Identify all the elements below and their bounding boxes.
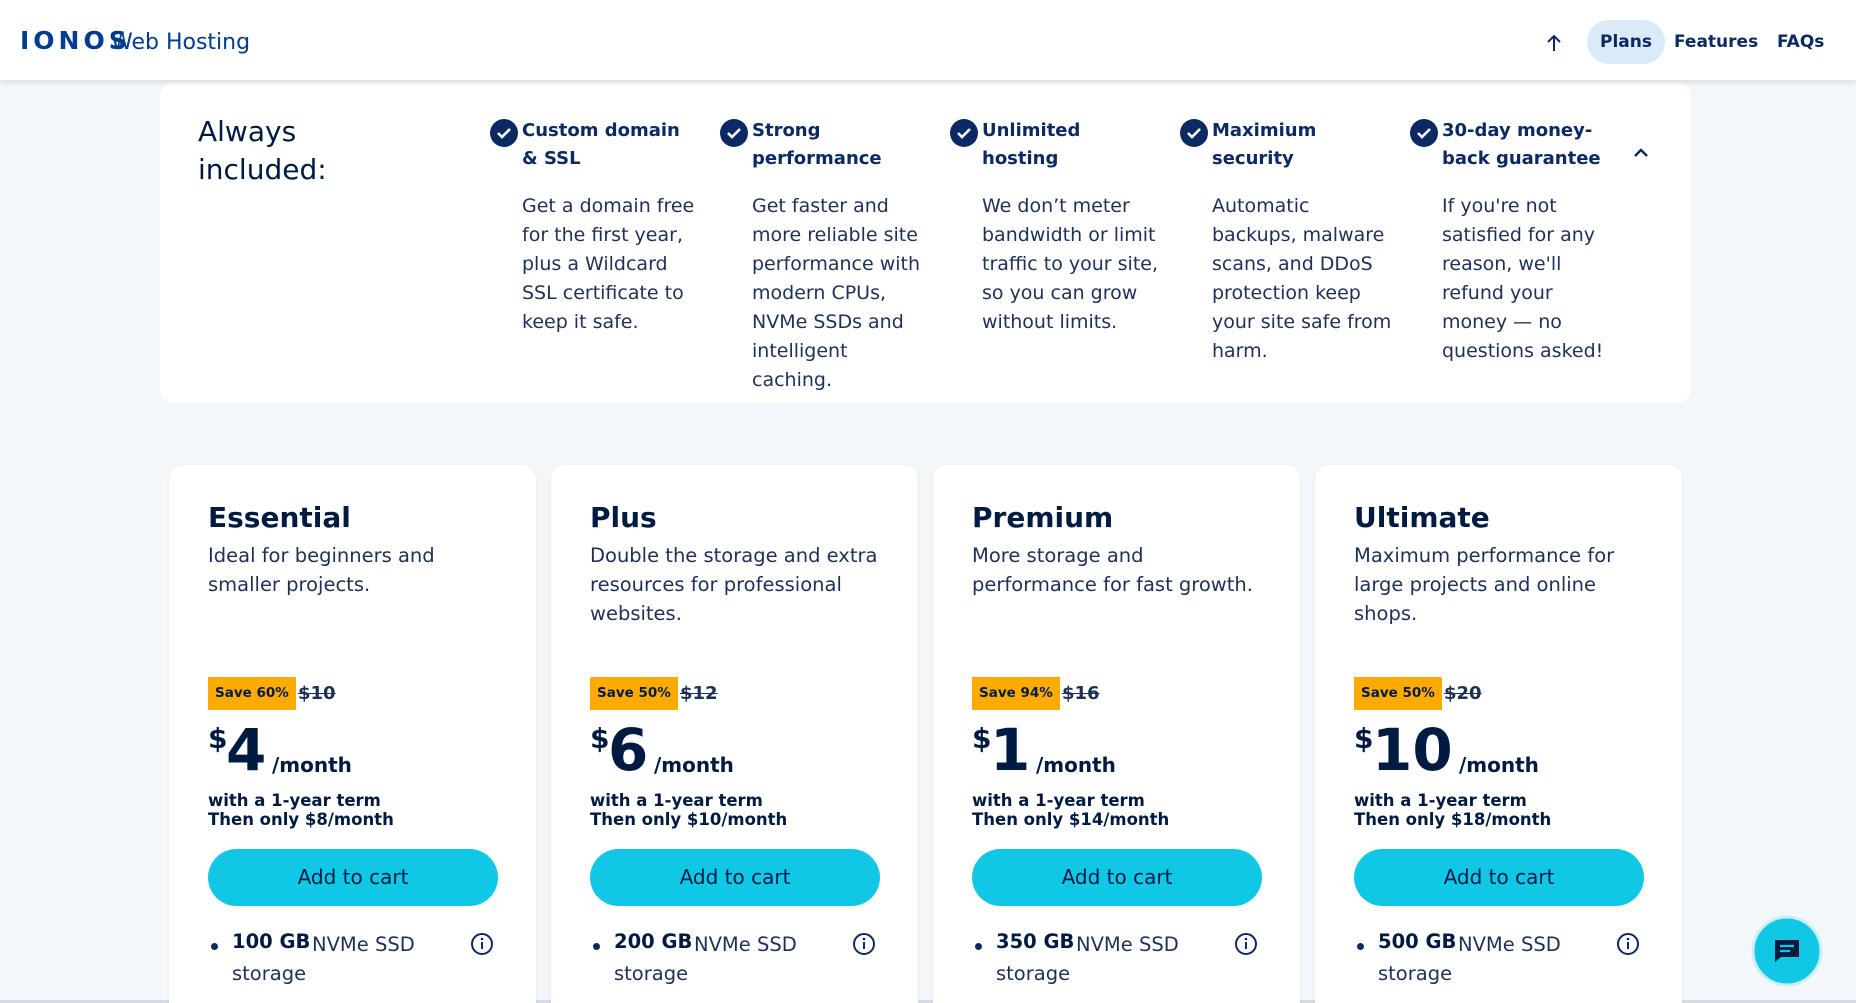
price: 4	[226, 716, 267, 784]
add-to-cart[interactable]: Add to cart	[1354, 849, 1644, 906]
renewal-price: Then only $8/month	[208, 810, 394, 829]
feature-text: If you're not satisfied for any reason, …	[1442, 195, 1604, 362]
info-icon[interactable]	[1234, 932, 1258, 956]
price-period: /month	[1036, 753, 1116, 777]
plan-description: More storage and performance for fast gr…	[972, 544, 1253, 596]
feature-title: 30-day money-back guarantee	[1442, 120, 1601, 169]
plan-name: Essential	[208, 501, 351, 534]
save-badge: Save 50%	[590, 677, 678, 710]
header: IONOS Web Hosting Plans Features FAQs	[0, 0, 1856, 80]
price: 10	[1372, 716, 1453, 784]
renewal-price: Then only $14/month	[972, 810, 1170, 829]
bullet	[211, 943, 218, 950]
renewal-price: Then only $18/month	[1354, 810, 1552, 829]
feature-title: Unlimited hosting	[982, 120, 1081, 169]
feature-text: Get faster and more reliable site perfor…	[752, 195, 921, 391]
check-icon	[1410, 119, 1438, 147]
plan-card: Premium More storage and performance for …	[933, 465, 1300, 1003]
product-name: Web Hosting	[111, 30, 251, 55]
feature-amount: 200 GB	[614, 930, 693, 953]
logo[interactable]: IONOS	[20, 26, 131, 55]
check-icon	[1180, 119, 1208, 147]
term: with a 1-year term	[1354, 791, 1527, 810]
plan-name: Premium	[972, 501, 1114, 534]
info-icon[interactable]	[852, 932, 876, 956]
old-price: $20	[1444, 683, 1482, 704]
currency: $	[972, 722, 992, 755]
feature-amount: 350 GB	[996, 930, 1075, 953]
plan-description: Maximum performance for large projects a…	[1354, 544, 1615, 625]
bullet	[975, 943, 982, 950]
currency: $	[590, 722, 610, 755]
feature-text: NVMe SSD storage	[232, 933, 415, 985]
price-period: /month	[272, 753, 352, 777]
feature-text: Automatic backups, malware scans, and DD…	[1212, 195, 1392, 362]
feature-title: Maximium security	[1212, 120, 1317, 169]
term: with a 1-year term	[972, 791, 1145, 810]
nav-item[interactable]: FAQs	[1777, 32, 1825, 52]
price-period: /month	[654, 753, 734, 777]
feature-text: NVMe SSD storage	[996, 933, 1179, 985]
check-icon	[950, 119, 978, 147]
save-badge: Save 94%	[972, 677, 1060, 710]
bullet	[1357, 943, 1364, 950]
bullet	[593, 943, 600, 950]
plan-name: Plus	[590, 501, 657, 534]
included-panel: Always included: Custom domain & SSL Get …	[160, 83, 1691, 403]
feature-text: Get a domain free for the first year, pl…	[522, 195, 695, 333]
feature-amount: 100 GB	[232, 930, 311, 953]
add-to-cart[interactable]: Add to cart	[208, 849, 498, 906]
old-price: $10	[298, 683, 336, 704]
plan-description: Double the storage and extra resources f…	[590, 544, 878, 625]
price-period: /month	[1459, 753, 1539, 777]
check-icon	[490, 119, 518, 147]
plan-card: Essential Ideal for beginners and smaller…	[169, 465, 536, 1003]
scroll-top-icon[interactable]	[1546, 34, 1562, 52]
plan-card: Ultimate Maximum performance for large pr…	[1315, 465, 1682, 1003]
nav-item[interactable]: Plans	[1587, 20, 1665, 64]
feature-amount: 500 GB	[1378, 930, 1457, 953]
plan-card: Plus Double the storage and extra resourc…	[551, 465, 918, 1003]
save-badge: Save 60%	[208, 677, 296, 710]
term: with a 1-year term	[208, 791, 381, 810]
save-badge: Save 50%	[1354, 677, 1442, 710]
check-icon	[720, 119, 748, 147]
currency: $	[1354, 722, 1374, 755]
price: 1	[990, 716, 1031, 784]
included-heading: Always included:	[198, 115, 327, 186]
renewal-price: Then only $10/month	[590, 810, 788, 829]
info-icon[interactable]	[1616, 932, 1640, 956]
plan-description: Ideal for beginners and smaller projects…	[208, 544, 435, 596]
feature-title: Strong performance	[752, 120, 882, 169]
plan-name: Ultimate	[1354, 501, 1490, 534]
term: with a 1-year term	[590, 791, 763, 810]
price: 6	[608, 716, 649, 784]
feature-text: We don’t meter bandwidth or limit traffi…	[982, 195, 1158, 333]
currency: $	[208, 722, 228, 755]
chat-button[interactable]	[1750, 914, 1824, 988]
old-price: $16	[1062, 683, 1100, 704]
feature-title: Custom domain & SSL	[522, 120, 680, 169]
info-icon[interactable]	[470, 932, 494, 956]
feature-text: NVMe SSD storage	[1378, 933, 1561, 985]
add-to-cart[interactable]: Add to cart	[972, 849, 1262, 906]
old-price: $12	[680, 683, 718, 704]
add-to-cart[interactable]: Add to cart	[590, 849, 880, 906]
nav-item[interactable]: Features	[1674, 32, 1759, 52]
collapse-icon[interactable]	[1633, 146, 1649, 158]
feature-text: NVMe SSD storage	[614, 933, 797, 985]
divider	[0, 1000, 1856, 1003]
